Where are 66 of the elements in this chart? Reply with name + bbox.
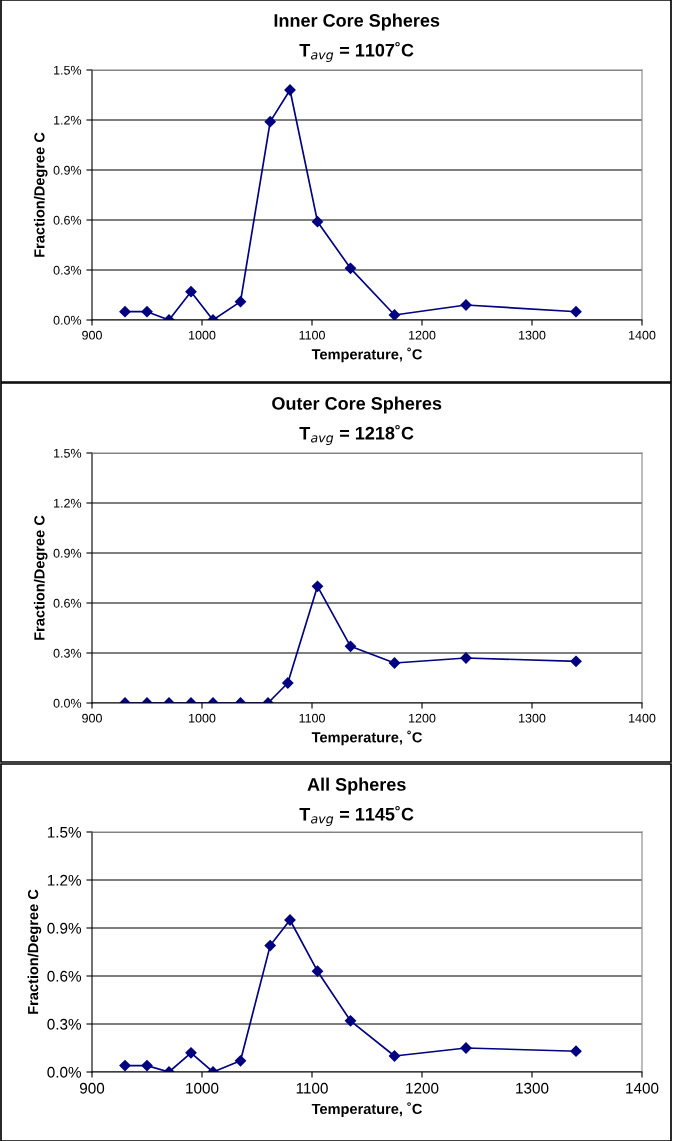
point: [234, 1055, 247, 1067]
x-tick-label: 1400: [629, 330, 656, 340]
x-tick-label: 1000: [186, 1082, 219, 1094]
y-axis-title: Fraction/Degree C: [33, 515, 48, 640]
y-tick-label: 0.9%: [53, 165, 82, 175]
x-tick-label: 1100: [296, 1082, 328, 1094]
x-tick-label: 1300: [516, 1082, 549, 1094]
x-tick-label: 900: [82, 330, 102, 340]
chart-title: Inner Core Spheres: [274, 13, 440, 31]
y-tick-label: 0.6%: [53, 598, 82, 608]
point: [388, 309, 401, 320]
y-tick-label: 1.2%: [54, 115, 82, 125]
point: [141, 306, 153, 318]
y-tick-label: 0.0%: [53, 698, 82, 708]
y-tick-label: 1.2%: [47, 874, 82, 886]
y-tick-label: 1.2%: [54, 498, 82, 508]
x-tick-label: 1100: [299, 330, 325, 340]
point: [141, 1059, 153, 1072]
point: [119, 306, 131, 318]
point: [264, 116, 276, 128]
y-tick-label: 0.6%: [47, 970, 82, 982]
x-tick-label: 1300: [519, 713, 546, 723]
x-tick-label: 1100: [299, 713, 325, 723]
y-tick-label: 0.0%: [53, 315, 82, 325]
x-tick-label: 1000: [189, 713, 216, 723]
x-tick-label: 900: [82, 713, 102, 723]
point: [570, 306, 582, 318]
y-axis-title: Fraction/Degree C: [27, 889, 42, 1014]
y-tick-label: 0.6%: [53, 215, 82, 225]
point: [344, 262, 357, 274]
x-tick-label: 1000: [189, 330, 216, 340]
x-tick-label: 1300: [519, 330, 546, 340]
y-axis-title: Fraction/Degree C: [33, 132, 48, 257]
y-tick-label: 0.3%: [53, 265, 82, 275]
x-tick-label: 1400: [626, 1082, 659, 1094]
point: [344, 1015, 357, 1027]
x-tick-label: 1200: [406, 1082, 439, 1094]
point: [264, 939, 276, 952]
y-tick-label: 1.5%: [54, 448, 82, 458]
point: [234, 296, 247, 308]
x-axis-title: Temperature, ˚C: [311, 347, 422, 363]
point: [388, 1050, 401, 1062]
y-tick-label: 0.3%: [47, 1018, 82, 1030]
point: [311, 965, 324, 977]
point: [185, 1047, 197, 1059]
chart-subtitle: T$_{avg}$ = 1107˚C: [299, 41, 414, 62]
y-tick-label: 0.0%: [47, 1066, 82, 1078]
y-tick-label: 0.3%: [53, 648, 82, 658]
chart-subtitle: T$_{avg}$ = 1145˚C: [299, 805, 414, 826]
chart-subtitle: T$_{avg}$ = 1218˚C: [299, 424, 414, 445]
x-tick-label: 900: [79, 1082, 105, 1094]
y-tick-label: 1.5%: [54, 65, 82, 75]
y-tick-label: 1.5%: [47, 826, 82, 838]
chart-title: Outer Core Spheres: [272, 396, 442, 414]
y-tick-label: 0.9%: [47, 922, 82, 934]
x-axis-title: Temperature, ˚C: [311, 730, 422, 746]
point: [185, 286, 197, 298]
y-tick-label: 0.9%: [53, 548, 82, 558]
x-axis-title: Temperature, ˚C: [311, 1102, 422, 1117]
chart-title: All Spheres: [307, 777, 406, 795]
x-tick-label: 1200: [409, 713, 436, 723]
x-tick-label: 1400: [629, 713, 656, 723]
x-tick-label: 1200: [409, 330, 436, 340]
point: [119, 1059, 131, 1072]
point: [311, 216, 324, 228]
point: [570, 1045, 582, 1057]
